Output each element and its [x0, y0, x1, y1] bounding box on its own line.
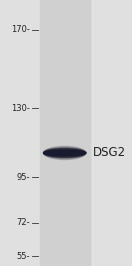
- Text: 55-: 55-: [17, 252, 30, 261]
- Ellipse shape: [44, 151, 86, 155]
- Ellipse shape: [44, 149, 86, 157]
- Text: 72-: 72-: [17, 218, 30, 227]
- Text: DSG2: DSG2: [92, 147, 126, 159]
- Ellipse shape: [44, 146, 86, 160]
- Ellipse shape: [44, 148, 86, 158]
- Text: 95-: 95-: [17, 173, 30, 182]
- Text: 170-: 170-: [11, 25, 30, 34]
- Text: 130-: 130-: [11, 104, 30, 113]
- Bar: [40, 0, 90, 266]
